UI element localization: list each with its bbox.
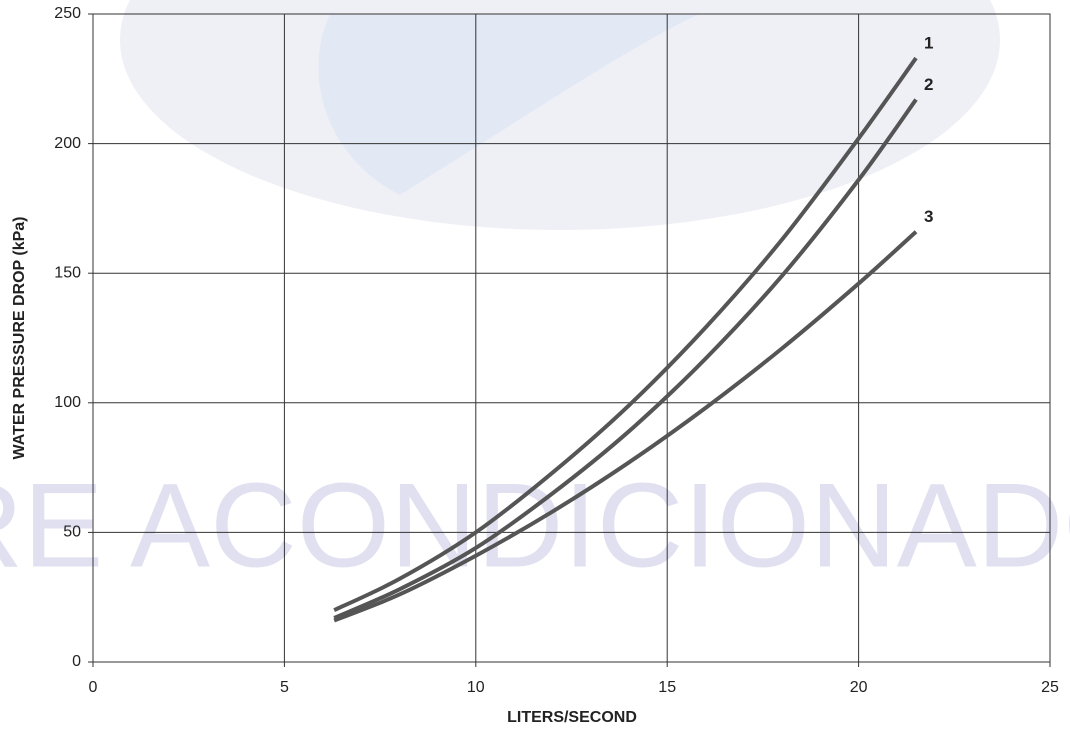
x-tick-label: 25 [1041, 679, 1059, 696]
y-tick-label: 50 [63, 524, 81, 541]
y-axis-label: WATER PRESSURE DROP (kPa) [11, 216, 28, 459]
curve-label: 3 [924, 207, 933, 226]
x-tick-label: 10 [467, 679, 485, 696]
curve [333, 230, 918, 623]
x-tick-label: 0 [89, 679, 98, 696]
x-tick-label: 5 [280, 679, 289, 696]
x-tick-label: 20 [850, 679, 868, 696]
watermark-logo [120, 0, 1000, 230]
watermark-text: AIRE ACONDICIONADO [0, 459, 1070, 593]
y-tick-label: 200 [54, 135, 81, 152]
y-tick-label: 0 [72, 653, 81, 670]
y-tick-label: 150 [54, 264, 81, 281]
y-tick-label: 100 [54, 394, 81, 411]
x-tick-label: 15 [658, 679, 676, 696]
curve-label: 2 [924, 75, 933, 94]
x-axis-label: LITERS/SECOND [507, 709, 637, 726]
curve [333, 56, 918, 612]
curve [333, 98, 918, 620]
y-tick-label: 250 [54, 5, 81, 22]
curve-label: 1 [924, 34, 933, 53]
